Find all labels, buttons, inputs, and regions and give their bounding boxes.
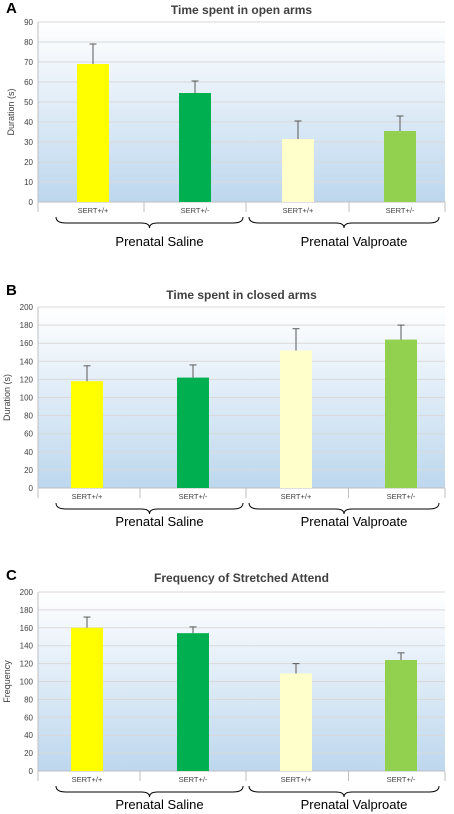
y-tick-label: 140	[20, 357, 34, 366]
x-tick-label: SERT+/+	[281, 492, 312, 501]
y-tick-label: 80	[24, 38, 33, 47]
bar	[177, 377, 209, 488]
y-tick-label: 30	[24, 138, 33, 147]
x-tick-label: SERT+/-	[181, 206, 210, 215]
y-axis-label: Duration (s)	[2, 374, 12, 421]
bar	[384, 131, 416, 202]
x-tick-label: SERT+/-	[179, 492, 208, 501]
y-tick-label: 0	[29, 767, 34, 776]
x-tick-label: SERT+/-	[387, 775, 416, 784]
y-tick-label: 90	[24, 18, 33, 27]
group-label: Prenatal Valproate	[301, 234, 408, 249]
y-tick-label: 10	[24, 178, 33, 187]
group-brace	[55, 502, 244, 515]
panel-b: B 0 20 40 60 80 100 120 140 160 180 200 SERT+/+ SERT…	[0, 282, 454, 542]
group-brace	[55, 785, 244, 798]
y-tick-label: 60	[24, 713, 33, 722]
x-tick-label: SERT+/+	[281, 775, 312, 784]
y-tick-label: 160	[20, 624, 34, 633]
y-tick-label: 40	[24, 448, 33, 457]
y-tick-label: 200	[20, 588, 34, 597]
group-label: Prenatal Saline	[115, 514, 203, 529]
group-brace	[55, 216, 244, 229]
x-tick-label: SERT+/+	[72, 775, 103, 784]
group-label: Prenatal Saline	[115, 797, 203, 812]
chart-open-arms: 0 10 20 30 40 50 60 70 80 90 SERT+/+ SERT+/- SERT+/+…	[6, 3, 446, 249]
bar	[179, 93, 211, 202]
bar	[385, 660, 417, 771]
panel-letter-b: B	[6, 282, 17, 299]
panel-a: A 0 10 20 30 40 50 60 70 80 90 SERT+/+ SERT+/- SERT+…	[0, 0, 454, 262]
y-tick-label: 140	[20, 642, 34, 651]
group-brace	[248, 785, 440, 798]
chart-closed-arms: 0 20 40 60 80 100 120 140 160 180 200 SERT+/+ SERT+/…	[2, 288, 446, 529]
group-brace	[248, 216, 440, 229]
y-tick-label: 50	[24, 98, 33, 107]
y-tick-label: 60	[24, 430, 33, 439]
bar	[71, 381, 103, 488]
panel-c: C 0 20 40 60 80 100 120 140 160 180 200 SERT+/+ SERT…	[0, 565, 454, 814]
bar	[71, 627, 103, 771]
bar	[280, 673, 312, 771]
x-tick-label: SERT+/-	[387, 492, 416, 501]
y-tick-label: 200	[20, 303, 34, 312]
y-tick-label: 40	[24, 118, 33, 127]
chart-title: Time spent in closed arms	[166, 288, 317, 302]
x-tick-label: SERT+/+	[78, 206, 109, 215]
chart-title: Time spent in open arms	[171, 3, 312, 17]
y-tick-label: 100	[20, 678, 34, 687]
group-label: Prenatal Saline	[115, 234, 203, 249]
chart-title: Frequency of Stretched Attend	[154, 571, 329, 585]
y-tick-label: 180	[20, 321, 34, 330]
bar	[280, 350, 312, 488]
y-tick-label: 40	[24, 731, 33, 740]
group-brace	[248, 502, 440, 515]
y-axis-label: Frequency	[2, 660, 12, 703]
x-tick-label: SERT+/-	[179, 775, 208, 784]
y-tick-label: 160	[20, 339, 34, 348]
bar	[385, 339, 417, 488]
y-tick-label: 0	[29, 484, 34, 493]
y-tick-label: 60	[24, 78, 33, 87]
group-label: Prenatal Valproate	[301, 514, 408, 529]
panel-letter-c: C	[6, 567, 17, 584]
x-tick-label: SERT+/-	[386, 206, 415, 215]
y-tick-label: 80	[24, 412, 33, 421]
bar	[282, 139, 314, 202]
y-tick-label: 180	[20, 606, 34, 615]
y-tick-label: 0	[29, 198, 34, 207]
y-tick-label: 120	[20, 375, 34, 384]
x-tick-label: SERT+/+	[283, 206, 314, 215]
group-label: Prenatal Valproate	[301, 797, 408, 812]
y-axis-label: Duration (s)	[6, 88, 16, 135]
y-tick-label: 100	[20, 394, 34, 403]
y-tick-label: 70	[24, 58, 33, 67]
chart-stretched-attend: 0 20 40 60 80 100 120 140 160 180 200 SERT+/+ SERT+/…	[2, 571, 446, 812]
bar	[177, 633, 209, 771]
y-tick-label: 20	[24, 749, 33, 758]
bar	[77, 64, 109, 202]
y-tick-label: 20	[24, 158, 33, 167]
y-tick-label: 120	[20, 660, 34, 669]
panel-letter-a: A	[6, 0, 17, 17]
y-tick-label: 20	[24, 466, 33, 475]
x-tick-label: SERT+/+	[72, 492, 103, 501]
y-tick-label: 80	[24, 695, 33, 704]
